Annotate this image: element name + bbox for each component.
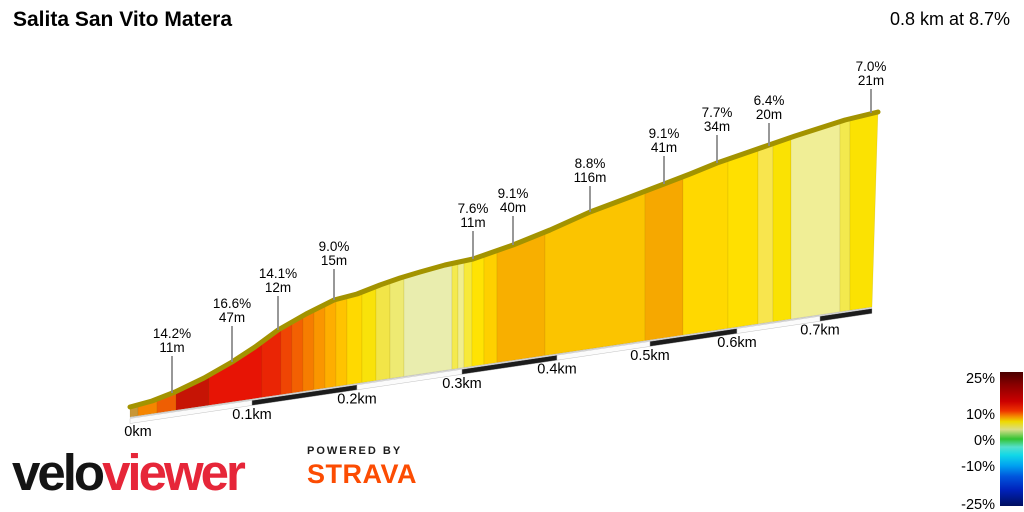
segment-gradient-label: 14.1% xyxy=(259,266,297,281)
profile-segment[interactable] xyxy=(483,249,498,365)
segment-length-label: 11m xyxy=(159,340,184,355)
veloviewer-logo[interactable]: veloviewer xyxy=(12,444,246,501)
legend-tick-label: -25% xyxy=(961,497,995,512)
profile-segment[interactable] xyxy=(849,110,879,311)
x-tick-label: 0.4km xyxy=(537,362,577,378)
segment-gradient-label: 7.0% xyxy=(856,59,887,74)
segment-gradient-label: 6.4% xyxy=(754,93,785,108)
climb-summary: 0.8 km at 8.7% xyxy=(889,9,1010,29)
profile-segment[interactable] xyxy=(280,320,293,395)
segment-length-label: 20m xyxy=(756,107,782,122)
legend-tick-label: 10% xyxy=(966,407,995,423)
profile-segment[interactable] xyxy=(463,257,473,368)
distance-axis-line xyxy=(129,307,873,418)
profile-segment[interactable] xyxy=(471,253,485,367)
segment-gradient-label: 9.1% xyxy=(498,186,529,201)
logo-viewer: viewer xyxy=(102,444,246,501)
segment-length-label: 40m xyxy=(500,200,526,215)
profile-segment[interactable] xyxy=(544,189,646,356)
profile-segment[interactable] xyxy=(389,275,405,379)
segment-length-label: 41m xyxy=(651,140,677,155)
profile-segment[interactable] xyxy=(291,314,304,394)
x-tick-label: 0km xyxy=(124,424,151,440)
segment-length-label: 11m xyxy=(460,215,485,230)
legend-tick-label: -10% xyxy=(961,459,995,475)
segment-length-label: 12m xyxy=(265,280,291,295)
profile-segment[interactable] xyxy=(727,147,759,329)
segment-gradient-label: 16.6% xyxy=(213,296,251,311)
segment-length-label: 34m xyxy=(704,119,730,134)
profile-segment[interactable] xyxy=(757,142,774,325)
segment-length-label: 116m xyxy=(574,170,607,185)
x-tick-label: 0.2km xyxy=(337,391,377,407)
x-tick-label: 0.3km xyxy=(442,376,482,392)
segment-length-label: 47m xyxy=(219,310,245,325)
profile-segment[interactable] xyxy=(375,280,391,381)
segment-gradient-label: 14.2% xyxy=(153,326,191,341)
page-title: Salita San Vito Matera xyxy=(13,8,233,31)
profile-segment[interactable] xyxy=(302,308,315,392)
profile-segment[interactable] xyxy=(403,262,453,377)
profile-segment[interactable] xyxy=(457,259,465,369)
x-tick-label: 0.6km xyxy=(717,335,757,351)
profile-segment[interactable] xyxy=(451,260,459,370)
segment-length-label: 21m xyxy=(858,73,884,88)
profile-segment[interactable] xyxy=(496,230,546,363)
profile-segment[interactable] xyxy=(313,303,326,391)
segment-gradient-label: 8.8% xyxy=(575,156,606,171)
distance-axis-band xyxy=(819,308,873,322)
powered-by-label: POWERED BY xyxy=(307,445,403,457)
legend-tick-label: 0% xyxy=(974,433,995,449)
logo-velo: velo xyxy=(12,444,105,501)
profile-segment[interactable] xyxy=(644,175,684,342)
strava-attribution[interactable]: POWERED BY STRAVA xyxy=(307,445,417,490)
profile-segment[interactable] xyxy=(324,298,337,389)
x-tick-label: 0.5km xyxy=(630,348,670,364)
strava-wordmark: STRAVA xyxy=(307,459,417,489)
profile-segment[interactable] xyxy=(839,117,851,313)
profile-segment[interactable] xyxy=(682,157,729,336)
gradient-legend-bar xyxy=(1000,372,1023,506)
legend-tick-label: 25% xyxy=(966,371,995,387)
x-tick-label: 0.1km xyxy=(232,407,272,423)
profile-segment[interactable] xyxy=(346,290,363,386)
segment-gradient-label: 9.0% xyxy=(319,239,350,254)
x-tick-label: 0.7km xyxy=(800,323,840,339)
profile-segment[interactable] xyxy=(361,285,377,383)
segment-length-label: 15m xyxy=(321,253,347,268)
profile-segment[interactable] xyxy=(772,135,792,323)
segment-gradient-label: 7.7% xyxy=(702,105,733,120)
profile-segment[interactable] xyxy=(335,295,348,387)
segment-gradient-label: 9.1% xyxy=(649,126,680,141)
profile-segment[interactable] xyxy=(790,120,841,320)
segment-gradient-label: 7.6% xyxy=(458,201,489,216)
